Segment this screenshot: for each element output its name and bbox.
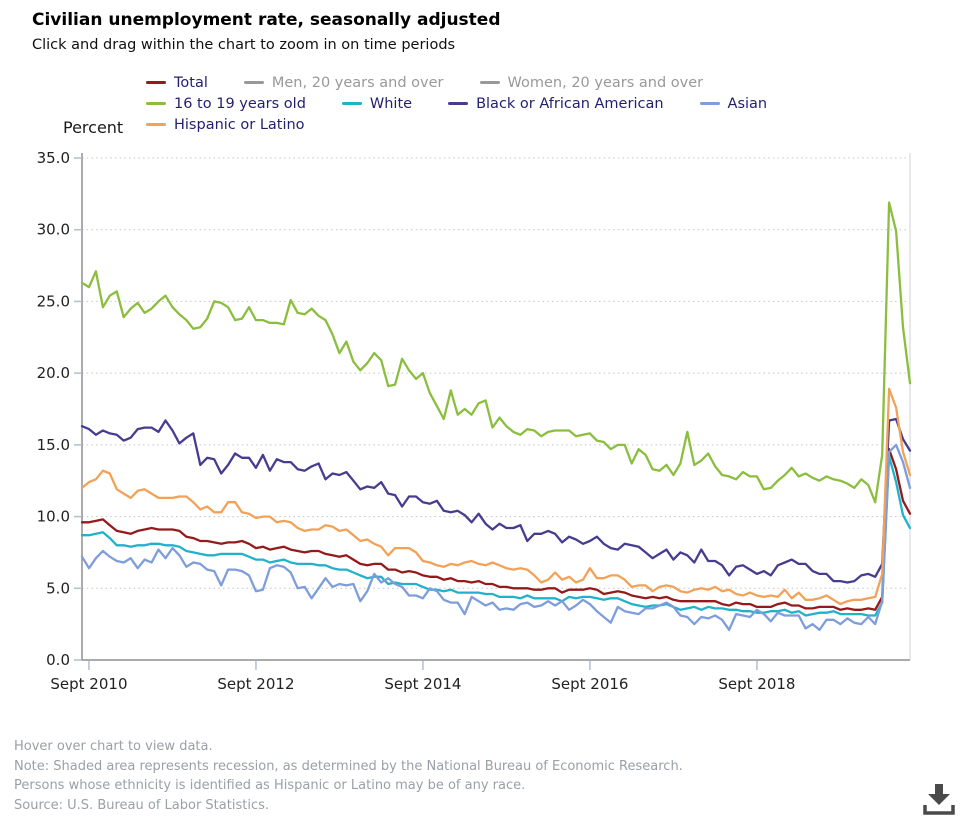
legend-label: Men, 20 years and over	[271, 74, 444, 91]
legend-item-men-20-years-and-over[interactable]: Men, 20 years and over	[243, 74, 444, 91]
footer-recession-note: Note: Shaded area represents recession, …	[14, 758, 683, 774]
legend-item-16-to-19-years-old[interactable]: 16 to 19 years old	[146, 96, 306, 112]
x-axis-tick-label: Sept 2018	[718, 675, 795, 693]
download-button[interactable]	[916, 780, 962, 820]
legend-marker-asian	[699, 102, 720, 105]
legend-label: Total	[174, 74, 208, 91]
y-axis-tick-label: 35.0	[37, 149, 70, 167]
y-axis-tick-label: 20.0	[37, 364, 70, 382]
chart-subtitle: Click and drag within the chart to zoom …	[32, 37, 456, 53]
legend-label: Women, 20 years and over	[507, 74, 704, 91]
y-axis-tick-label: 0.0	[46, 651, 70, 669]
x-axis-tick-label: Sept 2016	[551, 675, 628, 693]
x-axis-tick-label: Sept 2010	[50, 675, 127, 693]
legend-label: Black or African American	[476, 95, 664, 112]
legend-row: Hispanic or Latino	[146, 114, 803, 135]
x-axis-tick-label: Sept 2014	[384, 675, 461, 693]
download-icon	[923, 784, 955, 815]
legend-marker-total	[146, 81, 166, 84]
x-axis-tick-label: Sept 2012	[217, 675, 294, 693]
y-axis-tick-label: 25.0	[37, 292, 70, 310]
legend-label: Hispanic or Latino	[174, 116, 305, 133]
series-line-asian	[80, 443, 912, 632]
legend-item-white[interactable]: White	[341, 95, 413, 112]
legend-label: White	[369, 95, 413, 112]
legend-row: 16 to 19 years old White Black or African …	[146, 93, 803, 114]
legend-marker-black-or-african-american	[448, 102, 469, 105]
footer-ethnicity-note: Persons whose ethnicity is identified as…	[14, 778, 526, 793]
chart-footer: Hover over chart to view data. Note: Sha…	[14, 737, 683, 815]
legend-marker-hispanic-or-latino	[146, 123, 166, 126]
legend-row: Total Men, 20 years and over Women, 20 yea…	[146, 72, 803, 93]
series-line-black-or-african-american	[80, 417, 912, 584]
y-axis-tick-label: 15.0	[37, 436, 70, 454]
legend-item-women-20-years-and-over[interactable]: Women, 20 years and over	[479, 74, 704, 91]
chart-title: Civilian unemployment rate, seasonally a…	[32, 10, 501, 30]
series-line-hispanic-or-latino	[80, 387, 912, 606]
footer-source: Source: U.S. Bureau of Labor Statistics.	[14, 797, 269, 813]
y-axis-title: Percent	[63, 118, 124, 137]
legend-item-black-or-african-american[interactable]: Black or African American	[448, 95, 664, 112]
y-axis-tick-label: 10.0	[37, 508, 70, 526]
legend-item-total[interactable]: Total	[146, 75, 208, 91]
legend-item-hispanic-or-latino[interactable]: Hispanic or Latino	[146, 117, 305, 133]
series-line-white	[80, 455, 912, 617]
legend: Total Men, 20 years and over Women, 20 yea…	[146, 72, 803, 135]
legend-marker-men-20-years-and-over	[243, 81, 264, 84]
y-axis-tick-label: 30.0	[37, 221, 70, 239]
legend-label: 16 to 19 years old	[174, 95, 306, 112]
series-line-total	[80, 448, 912, 611]
series-line-16-to-19-years-old	[80, 201, 912, 504]
legend-label: Asian	[727, 95, 768, 112]
legend-marker-women-20-years-and-over	[479, 81, 500, 84]
legend-marker-white	[341, 102, 362, 105]
footer-hover-hint: Hover over chart to view data.	[14, 739, 213, 754]
legend-marker-16-to-19-years-old	[146, 102, 166, 105]
legend-item-asian[interactable]: Asian	[699, 95, 768, 112]
y-axis-tick-label: 5.0	[46, 579, 70, 597]
unemployment-line-chart[interactable]: 0.0 5.0 10.0 15.0 20.0 25.0 30.0 35.0 Sept 2010 S…	[0, 0, 964, 715]
